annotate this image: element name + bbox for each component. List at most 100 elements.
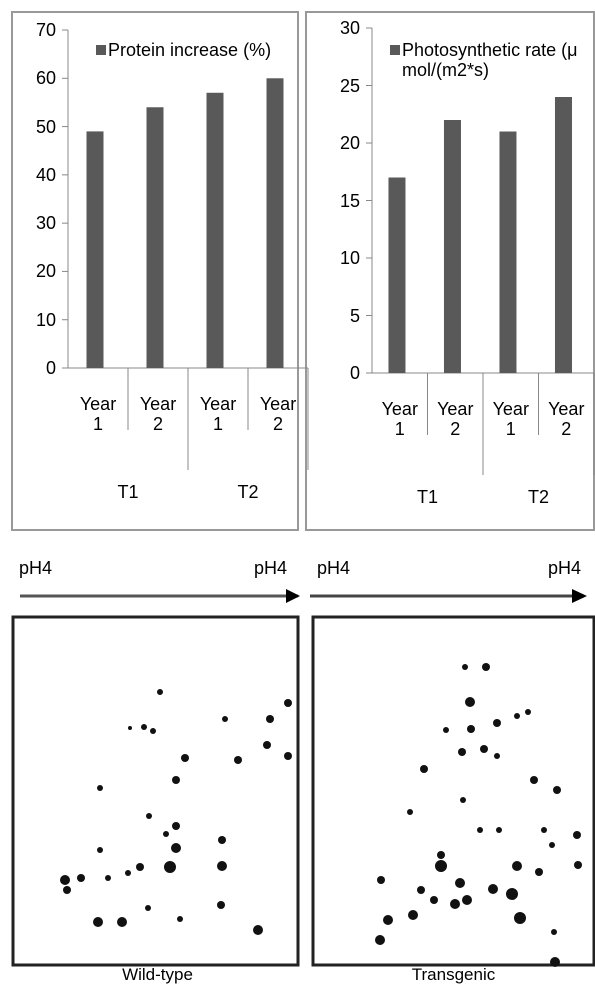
- x-tick-label: Year 1: [489, 399, 533, 439]
- gel-spot: [462, 664, 468, 670]
- arrow-head: [286, 589, 300, 603]
- gel-spot: [171, 843, 181, 853]
- gel-spot: [377, 876, 385, 884]
- gel-spot: [417, 886, 425, 894]
- gel-spot: [480, 745, 488, 753]
- gel-spot: [284, 699, 292, 707]
- gel-spot: [172, 822, 180, 830]
- bar: [388, 178, 405, 374]
- legend-label: Photosynthetic rate (μ mol/(m2*s): [402, 40, 592, 80]
- gel-spot: [177, 916, 183, 922]
- gel-spot: [496, 827, 502, 833]
- group-label: T2: [226, 482, 270, 502]
- gel-spot: [60, 875, 70, 885]
- bar: [499, 132, 516, 374]
- gel-spot: [63, 886, 71, 894]
- x-tick-label: Year 1: [378, 399, 422, 439]
- y-tick-label: 60: [8, 68, 56, 88]
- group-label: T2: [517, 487, 561, 507]
- legend-label: Protein increase (%): [108, 40, 298, 60]
- gel-spot: [164, 861, 176, 873]
- gel-spot: [146, 813, 152, 819]
- gel-spot: [117, 917, 127, 927]
- gel-spot: [222, 716, 228, 722]
- gel-spot: [266, 715, 274, 723]
- gel-spot: [494, 753, 500, 759]
- gel-spot: [450, 899, 460, 909]
- gel-caption: Wild-type: [15, 965, 300, 985]
- gel-spot: [77, 874, 85, 882]
- gel-spot: [458, 748, 466, 756]
- gel-spot: [218, 836, 226, 844]
- gel-spot: [93, 917, 103, 927]
- y-tick-label: 30: [312, 18, 360, 38]
- y-tick-label: 0: [312, 363, 360, 383]
- gel-spot: [525, 709, 531, 715]
- gel-spot: [477, 827, 483, 833]
- x-tick-label: Year 1: [196, 394, 240, 434]
- y-tick-label: 40: [8, 165, 56, 185]
- gel-spot: [375, 935, 385, 945]
- gel-spot: [234, 756, 242, 764]
- gel-spot: [482, 663, 490, 671]
- y-tick-label: 10: [8, 310, 56, 330]
- arrow-head: [572, 589, 587, 603]
- gel-spot: [488, 884, 498, 894]
- gel-spot: [105, 875, 111, 881]
- gel-spot: [97, 785, 103, 791]
- ph-label: pH4: [317, 558, 350, 578]
- legend-swatch: [96, 45, 106, 55]
- gel-spot: [455, 878, 465, 888]
- gel-spot: [506, 888, 518, 900]
- gel-spot: [460, 797, 466, 803]
- gel-spot: [512, 861, 522, 871]
- gel-spot: [145, 905, 151, 911]
- group-label: T1: [106, 482, 150, 502]
- gel-spot: [157, 689, 163, 695]
- gel-spot: [465, 697, 475, 707]
- ph-label: pH4: [548, 558, 581, 578]
- gel-spot: [535, 868, 543, 876]
- x-tick-label: Year 1: [76, 394, 120, 434]
- gel-spot: [443, 727, 449, 733]
- y-tick-label: 50: [8, 117, 56, 137]
- gel-spot: [420, 765, 428, 773]
- bar: [147, 107, 164, 368]
- gel-spot: [493, 719, 501, 727]
- y-tick-label: 30: [8, 213, 56, 233]
- gel-spot: [136, 863, 144, 871]
- gel-spot: [551, 929, 557, 935]
- y-tick-label: 15: [312, 191, 360, 211]
- gel-spot: [437, 851, 445, 859]
- gel-frame: [313, 617, 594, 965]
- figure: 010203040506070Protein increase (%)Year …: [0, 0, 595, 988]
- gel-spot: [462, 895, 472, 905]
- x-tick-label: Year 2: [136, 394, 180, 434]
- canvas: [0, 0, 595, 988]
- legend-swatch: [390, 45, 400, 55]
- y-tick-label: 25: [312, 76, 360, 96]
- y-tick-label: 20: [8, 261, 56, 281]
- gel-spot: [97, 847, 103, 853]
- y-tick-label: 0: [8, 358, 56, 378]
- bar: [87, 131, 104, 368]
- gel-frame: [13, 617, 298, 965]
- ph-label: pH4: [19, 558, 52, 578]
- gel-spot: [514, 912, 526, 924]
- gel-spot: [530, 776, 538, 784]
- gel-spot: [549, 842, 555, 848]
- gel-spot: [467, 725, 475, 733]
- y-tick-label: 70: [8, 20, 56, 40]
- gel-spot: [128, 726, 132, 730]
- gel-spot: [150, 728, 156, 734]
- gel-spot: [263, 741, 271, 749]
- gel-spot: [217, 901, 225, 909]
- bar: [267, 78, 284, 368]
- gel-spot: [125, 870, 131, 876]
- gel-spot: [435, 860, 447, 872]
- y-tick-label: 5: [312, 306, 360, 326]
- x-tick-label: Year 2: [544, 399, 588, 439]
- gel-spot: [253, 925, 263, 935]
- gel-caption: Transgenic: [313, 965, 594, 985]
- gel-spot: [573, 831, 581, 839]
